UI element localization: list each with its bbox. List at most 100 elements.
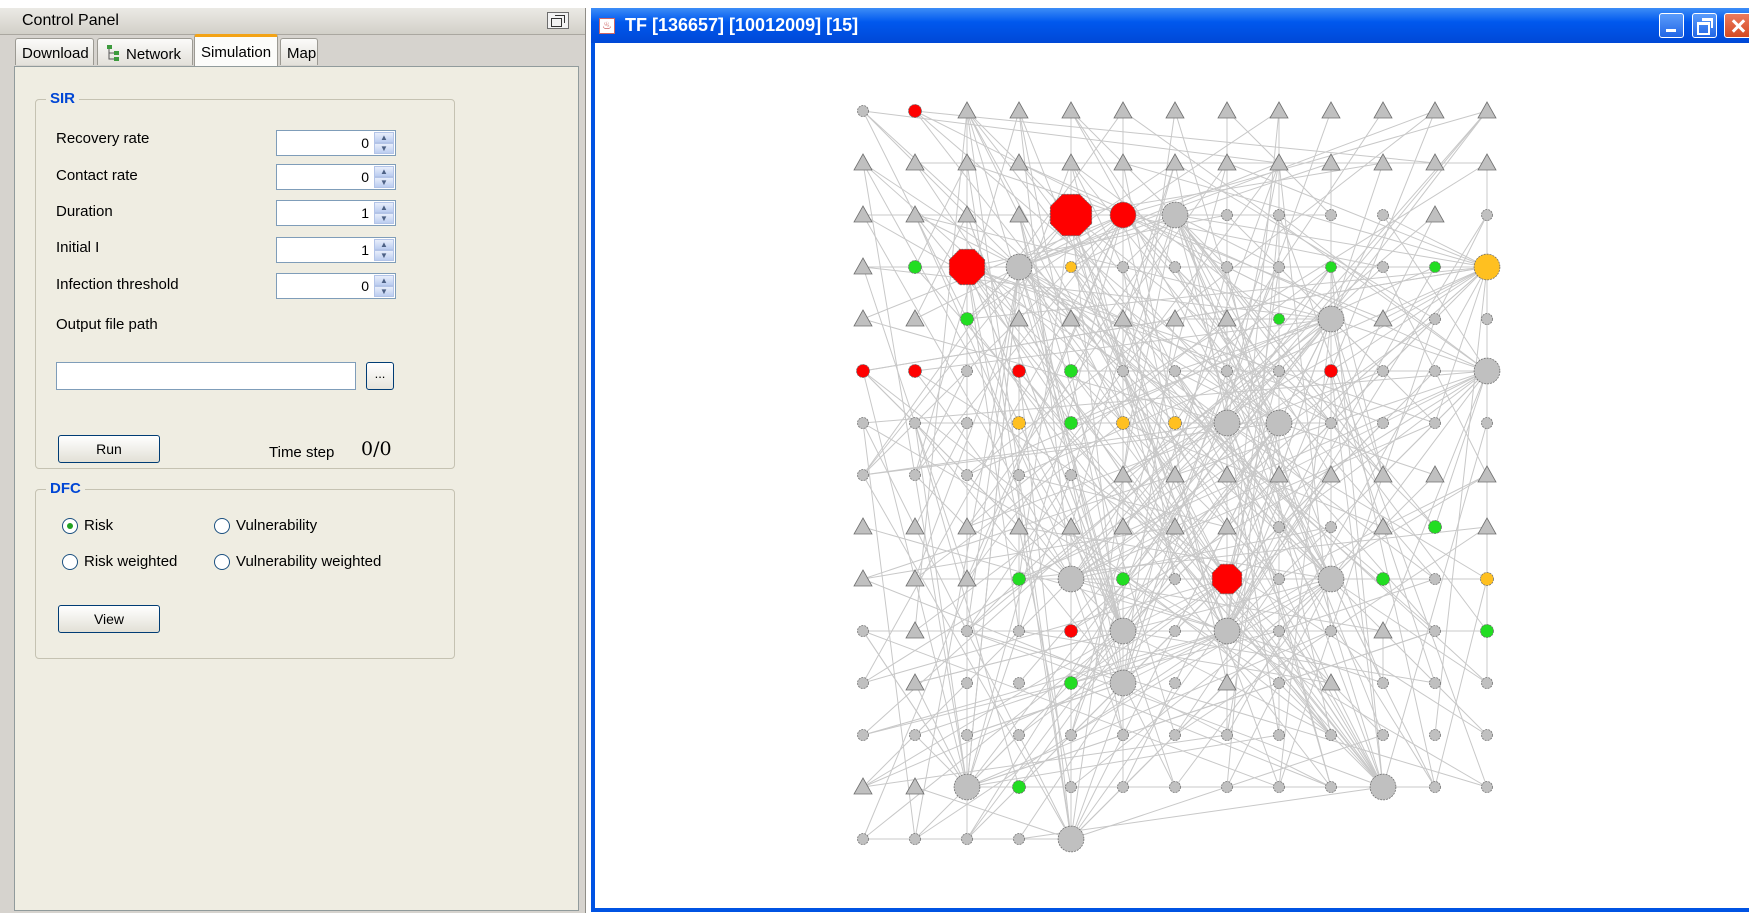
contact-rate-spinner[interactable]: 0 ▲ ▼ [276, 164, 396, 190]
network-node[interactable] [1221, 365, 1233, 377]
network-node-triangle[interactable] [853, 153, 873, 171]
duration-value[interactable]: 1 [361, 205, 369, 221]
network-node[interactable] [1013, 469, 1025, 481]
network-node-triangle[interactable] [1321, 153, 1341, 171]
network-node[interactable] [1325, 417, 1337, 429]
network-node[interactable] [1117, 261, 1129, 273]
network-node[interactable] [1429, 313, 1441, 325]
network-node-triangle[interactable] [1269, 153, 1289, 171]
network-node[interactable] [1273, 521, 1285, 533]
network-node-triangle[interactable] [1217, 465, 1237, 483]
network-node-triangle[interactable] [1477, 153, 1497, 171]
network-node[interactable] [1057, 825, 1085, 853]
network-node[interactable] [1213, 409, 1241, 437]
network-node-triangle[interactable] [1217, 309, 1237, 327]
network-node[interactable] [1221, 209, 1233, 221]
network-node[interactable] [1116, 416, 1130, 430]
close-icon[interactable] [1724, 13, 1749, 38]
network-node[interactable] [1325, 209, 1337, 221]
network-node[interactable] [1377, 729, 1389, 741]
network-node-triangle[interactable] [1425, 205, 1445, 223]
network-graph[interactable] [595, 43, 1749, 908]
network-node[interactable] [857, 677, 869, 689]
vulnerability-radio[interactable] [214, 518, 230, 534]
network-node[interactable] [1064, 364, 1078, 378]
network-node[interactable] [1325, 729, 1337, 741]
network-node[interactable] [857, 729, 869, 741]
network-node[interactable] [1064, 416, 1078, 430]
tab-simulation[interactable]: Simulation [194, 34, 278, 66]
network-node[interactable] [1065, 781, 1077, 793]
network-node[interactable] [1369, 773, 1397, 801]
network-node[interactable] [1273, 677, 1285, 689]
network-node[interactable] [1428, 520, 1442, 534]
network-node-triangle[interactable] [905, 309, 925, 327]
network-node[interactable] [1117, 781, 1129, 793]
network-node-triangle[interactable] [957, 569, 977, 587]
network-node-triangle[interactable] [853, 309, 873, 327]
network-node[interactable] [1377, 677, 1389, 689]
risk-radio[interactable] [62, 518, 78, 534]
spin-down-icon[interactable]: ▼ [374, 286, 394, 297]
network-node[interactable] [1109, 201, 1137, 229]
network-node-triangle[interactable] [1113, 101, 1133, 119]
network-node[interactable] [1169, 677, 1181, 689]
network-node[interactable] [1012, 416, 1026, 430]
network-node-triangle[interactable] [1321, 101, 1341, 119]
output-file-path-input[interactable] [56, 362, 356, 390]
network-node[interactable] [857, 469, 869, 481]
initial-i-spinner[interactable]: 1 ▲ ▼ [276, 237, 396, 263]
network-node[interactable] [1480, 624, 1494, 638]
network-node[interactable] [1429, 261, 1441, 273]
network-node-hub[interactable] [1049, 193, 1093, 237]
tab-map[interactable]: Map [280, 38, 318, 65]
vulnerability-label[interactable]: Vulnerability [236, 517, 318, 534]
network-node-triangle[interactable] [1373, 621, 1393, 639]
network-node-triangle[interactable] [853, 777, 873, 795]
network-node-triangle[interactable] [853, 205, 873, 223]
network-node-triangle[interactable] [905, 517, 925, 535]
tab-network[interactable]: Network [97, 38, 193, 65]
network-node[interactable] [1377, 365, 1389, 377]
network-node[interactable] [909, 417, 921, 429]
network-node[interactable] [1221, 781, 1233, 793]
network-node-triangle[interactable] [1009, 205, 1029, 223]
network-node-triangle[interactable] [1113, 517, 1133, 535]
network-node[interactable] [1429, 781, 1441, 793]
network-node-triangle[interactable] [1061, 517, 1081, 535]
network-node-triangle[interactable] [1217, 101, 1237, 119]
network-node[interactable] [1169, 625, 1181, 637]
network-node-triangle[interactable] [905, 569, 925, 587]
contact-rate-value[interactable]: 0 [361, 169, 369, 185]
network-node[interactable] [1377, 417, 1389, 429]
network-node[interactable] [961, 417, 973, 429]
run-button[interactable]: Run [58, 435, 160, 463]
recovery-rate-spinner[interactable]: 0 ▲ ▼ [276, 130, 396, 156]
network-node[interactable] [1429, 573, 1441, 585]
risk-label[interactable]: Risk [84, 517, 114, 534]
network-node[interactable] [1064, 676, 1078, 690]
network-node[interactable] [909, 469, 921, 481]
network-node[interactable] [1473, 253, 1501, 281]
network-node[interactable] [1377, 261, 1389, 273]
network-node[interactable] [1429, 677, 1441, 689]
duration-spinner[interactable]: 1 ▲ ▼ [276, 200, 396, 226]
network-node[interactable] [1109, 669, 1137, 697]
network-node[interactable] [857, 625, 869, 637]
recovery-rate-value[interactable]: 0 [361, 135, 369, 151]
spin-up-icon[interactable]: ▲ [374, 239, 394, 250]
network-node-triangle[interactable] [1165, 101, 1185, 119]
network-node[interactable] [961, 469, 973, 481]
network-node[interactable] [1012, 780, 1026, 794]
network-node[interactable] [1109, 617, 1137, 645]
network-node[interactable] [1273, 261, 1285, 273]
spin-up-icon[interactable]: ▲ [374, 132, 394, 143]
vulnerability-weighted-label[interactable]: Vulnerability weighted [236, 553, 382, 570]
network-node[interactable] [1169, 573, 1181, 585]
network-node-triangle[interactable] [1373, 153, 1393, 171]
network-node[interactable] [1273, 625, 1285, 637]
spin-down-icon[interactable]: ▼ [374, 177, 394, 188]
network-node[interactable] [857, 105, 869, 117]
network-node[interactable] [953, 773, 981, 801]
network-node[interactable] [1065, 261, 1077, 273]
